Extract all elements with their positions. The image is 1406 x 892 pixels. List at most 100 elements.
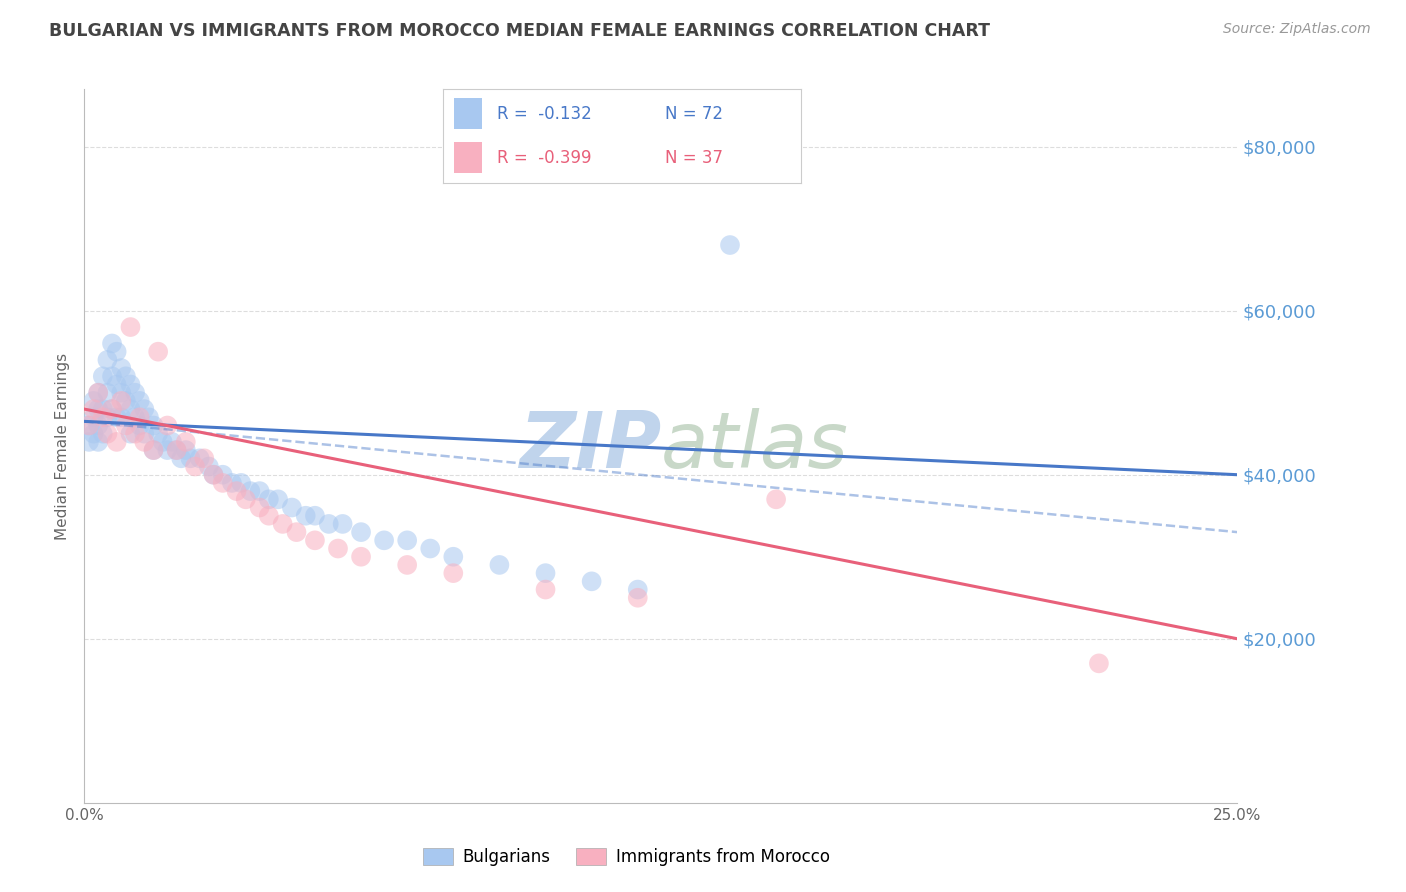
Point	[124, 410, 146, 425]
Point	[91, 402, 114, 417]
Point	[718, 238, 741, 252]
Point	[110, 361, 132, 376]
Point	[441, 549, 464, 564]
Point	[146, 426, 169, 441]
Point	[91, 426, 114, 441]
Point	[110, 385, 132, 400]
Point	[105, 434, 128, 449]
Point	[627, 591, 650, 605]
Point	[77, 434, 100, 449]
Point	[134, 426, 156, 441]
Point	[101, 402, 124, 417]
Point	[138, 410, 160, 425]
Text: atlas: atlas	[661, 408, 849, 484]
Point	[120, 377, 142, 392]
Point	[170, 451, 193, 466]
Point	[373, 533, 395, 548]
Point	[83, 426, 105, 441]
Point	[156, 443, 179, 458]
Point	[326, 541, 349, 556]
Point	[110, 393, 132, 408]
Point	[202, 467, 225, 482]
Point	[96, 410, 118, 425]
Point	[105, 410, 128, 425]
Point	[166, 443, 188, 458]
Point	[257, 508, 280, 523]
Point	[124, 426, 146, 441]
Bar	[454, 97, 482, 129]
Point	[1088, 657, 1111, 671]
Point	[77, 418, 100, 433]
Point	[235, 492, 257, 507]
Point	[396, 533, 419, 548]
Point	[128, 410, 150, 425]
Legend: Bulgarians, Immigrants from Morocco: Bulgarians, Immigrants from Morocco	[416, 841, 837, 873]
Point	[83, 410, 105, 425]
Point	[174, 443, 197, 458]
Point	[249, 500, 271, 515]
Point	[627, 582, 650, 597]
Point	[257, 492, 280, 507]
Point	[249, 484, 271, 499]
Point	[332, 516, 354, 531]
Point	[419, 541, 441, 556]
Point	[87, 434, 110, 449]
Point	[115, 393, 138, 408]
Point	[87, 385, 110, 400]
Point	[396, 558, 419, 572]
Point	[534, 582, 557, 597]
Point	[142, 443, 165, 458]
Point	[184, 459, 207, 474]
Point	[115, 369, 138, 384]
Point	[166, 443, 188, 458]
Point	[96, 426, 118, 441]
Text: ZIP: ZIP	[519, 408, 661, 484]
Point	[96, 385, 118, 400]
Point	[294, 508, 316, 523]
Point	[221, 475, 243, 490]
Point	[83, 402, 105, 417]
Bar	[454, 142, 482, 173]
Point	[318, 516, 340, 531]
Point	[91, 369, 114, 384]
Y-axis label: Median Female Earnings: Median Female Earnings	[55, 352, 70, 540]
Point	[267, 492, 290, 507]
Point	[110, 410, 132, 425]
Text: N = 37: N = 37	[665, 149, 723, 167]
Point	[128, 393, 150, 408]
Point	[120, 402, 142, 417]
Point	[285, 525, 308, 540]
Text: Source: ZipAtlas.com: Source: ZipAtlas.com	[1223, 22, 1371, 37]
Text: N = 72: N = 72	[665, 104, 723, 122]
Point	[134, 434, 156, 449]
Point	[350, 525, 373, 540]
Text: R =  -0.399: R = -0.399	[496, 149, 591, 167]
Point	[225, 484, 247, 499]
Point	[87, 402, 110, 417]
Point	[211, 475, 233, 490]
Point	[124, 385, 146, 400]
Point	[105, 377, 128, 392]
Point	[83, 393, 105, 408]
Point	[188, 451, 211, 466]
Text: R =  -0.132: R = -0.132	[496, 104, 592, 122]
Point	[142, 418, 165, 433]
Point	[91, 410, 114, 425]
Point	[231, 475, 253, 490]
Point	[128, 418, 150, 433]
Point	[581, 574, 603, 589]
Point	[304, 508, 326, 523]
Point	[146, 344, 169, 359]
Text: BULGARIAN VS IMMIGRANTS FROM MOROCCO MEDIAN FEMALE EARNINGS CORRELATION CHART: BULGARIAN VS IMMIGRANTS FROM MOROCCO MED…	[49, 22, 990, 40]
Point	[101, 369, 124, 384]
Point	[77, 418, 100, 433]
Point	[202, 467, 225, 482]
Point	[115, 418, 138, 433]
Point	[281, 500, 304, 515]
Point	[152, 434, 174, 449]
Point	[488, 558, 510, 572]
Point	[120, 426, 142, 441]
Point	[179, 451, 201, 466]
Point	[350, 549, 373, 564]
Point	[87, 418, 110, 433]
